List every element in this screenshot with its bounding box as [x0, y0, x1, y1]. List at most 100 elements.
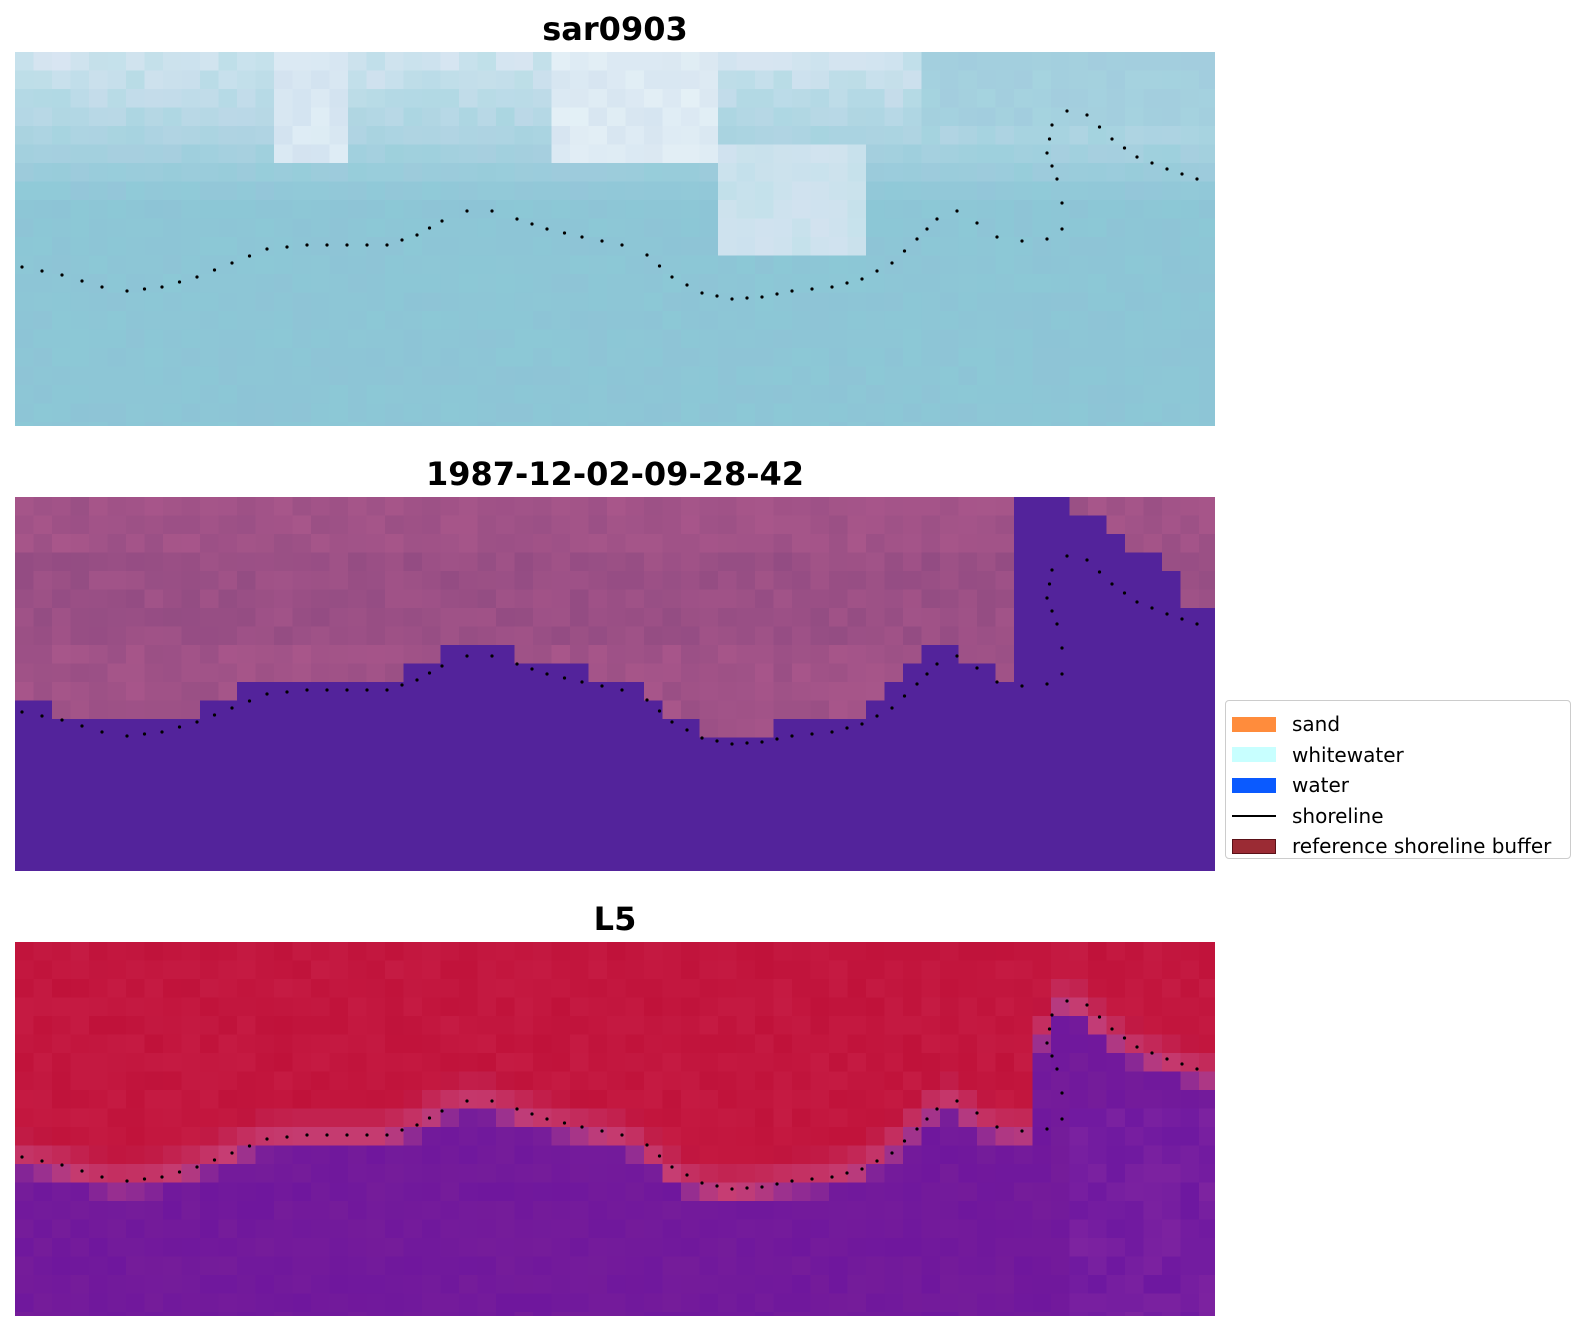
raster-pixel [200, 1238, 220, 1258]
raster-pixel [218, 942, 238, 962]
raster-pixel [1014, 626, 1034, 646]
raster-pixel [237, 274, 257, 294]
shoreline-dot [935, 217, 939, 221]
raster-pixel [477, 608, 497, 628]
raster-pixel [773, 682, 793, 702]
raster-pixel [329, 200, 349, 220]
raster-pixel [662, 515, 682, 535]
raster-pixel [977, 403, 997, 423]
raster-pixel [884, 1219, 904, 1239]
raster-pixel [644, 645, 664, 665]
raster-pixel [15, 200, 35, 220]
raster-pixel [588, 645, 608, 665]
shoreline-dot [600, 684, 604, 688]
raster-pixel [144, 1071, 164, 1091]
raster-pixel [921, 292, 941, 312]
raster-pixel [644, 70, 664, 90]
raster-pixel [570, 867, 590, 871]
raster-pixel [126, 1256, 146, 1276]
shoreline-dot [1050, 568, 1054, 572]
raster-pixel [292, 1090, 312, 1110]
raster-pixel [977, 552, 997, 572]
raster-pixel [163, 385, 183, 405]
raster-pixel [1051, 1034, 1071, 1054]
raster-pixel [329, 1090, 349, 1110]
raster-pixel [681, 1201, 701, 1221]
raster-pixel [533, 979, 553, 999]
raster-pixel [1088, 811, 1108, 831]
raster-pixel [829, 1219, 849, 1239]
raster-pixel [385, 942, 405, 962]
raster-pixel [440, 1182, 460, 1202]
raster-pixel [681, 774, 701, 794]
raster-pixel [70, 70, 90, 90]
raster-pixel [607, 663, 627, 683]
raster-pixel [699, 682, 719, 702]
raster-pixel [773, 181, 793, 201]
raster-pixel [755, 867, 775, 871]
raster-pixel [995, 348, 1015, 368]
raster-pixel [662, 1201, 682, 1221]
raster-pixel [829, 366, 849, 386]
raster-pixel [866, 1182, 886, 1202]
raster-pixel [1088, 515, 1108, 535]
raster-pixel [625, 403, 645, 423]
raster-pixel [1032, 867, 1052, 871]
raster-pixel [551, 348, 571, 368]
raster-pixel [237, 126, 257, 146]
raster-pixel [237, 1164, 257, 1184]
raster-pixel [459, 292, 479, 312]
raster-pixel [144, 979, 164, 999]
raster-pixel [440, 1164, 460, 1184]
raster-pixel [1162, 1201, 1182, 1221]
raster-pixel [1069, 1238, 1089, 1258]
raster-pixel [533, 942, 553, 962]
shoreline-dot [902, 1139, 907, 1143]
raster-pixel [496, 830, 516, 850]
raster-pixel [792, 385, 812, 405]
raster-pixel [163, 1053, 183, 1073]
raster-pixel [440, 1053, 460, 1073]
raster-pixel [15, 1293, 35, 1313]
raster-pixel [699, 181, 719, 201]
raster-pixel [958, 89, 978, 109]
raster-pixel [1051, 997, 1071, 1017]
raster-pixel [995, 1053, 1015, 1073]
raster-pixel [200, 942, 220, 962]
raster-pixel [1106, 571, 1126, 591]
raster-pixel [440, 793, 460, 813]
raster-pixel [866, 719, 886, 739]
raster-pixel [1069, 1275, 1089, 1295]
raster-pixel [662, 1016, 682, 1036]
raster-pixel [1180, 255, 1200, 275]
raster-pixel [403, 70, 423, 90]
raster-pixel [1125, 1182, 1145, 1202]
raster-pixel [551, 663, 571, 683]
raster-pixel [773, 237, 793, 257]
raster-pixel [200, 979, 220, 999]
raster-pixel [736, 700, 756, 720]
shoreline-dot [440, 1109, 444, 1113]
raster-pixel [70, 200, 90, 220]
raster-pixel [995, 403, 1015, 423]
raster-pixel [1051, 515, 1071, 535]
raster-pixel [89, 1071, 109, 1091]
raster-pixel [403, 385, 423, 405]
raster-pixel [329, 70, 349, 90]
raster-pixel [311, 645, 331, 665]
raster-pixel [533, 181, 553, 201]
raster-pixel [385, 385, 405, 405]
raster-pixel [977, 70, 997, 90]
raster-pixel [33, 1034, 53, 1054]
raster-pixel [514, 867, 534, 871]
raster-pixel [366, 589, 386, 609]
raster-pixel [89, 737, 109, 757]
raster-pixel [385, 1145, 405, 1165]
raster-pixel [1143, 70, 1163, 90]
raster-pixel [237, 255, 257, 275]
raster-pixel [181, 89, 201, 109]
raster-pixel [422, 848, 442, 868]
raster-pixel [755, 422, 775, 426]
raster-pixel [89, 1164, 109, 1184]
raster-pixel [181, 682, 201, 702]
